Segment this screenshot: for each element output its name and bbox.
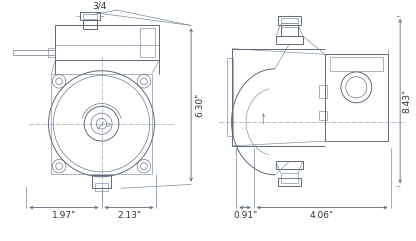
Bar: [140, 28, 156, 57]
Bar: [281, 173, 298, 178]
Bar: [52, 74, 151, 174]
Bar: [278, 178, 301, 186]
Text: 4.06": 4.06": [310, 211, 334, 220]
Bar: [278, 16, 301, 25]
Bar: [276, 161, 303, 169]
Bar: [83, 20, 97, 29]
Bar: [55, 26, 159, 60]
Bar: [276, 36, 303, 44]
Text: Ø: Ø: [105, 123, 110, 128]
Bar: [281, 23, 298, 27]
Text: 0.91": 0.91": [233, 211, 257, 220]
Text: 8.43": 8.43": [402, 89, 411, 113]
Text: 6.30": 6.30": [195, 93, 204, 117]
Bar: [281, 25, 298, 36]
Bar: [319, 85, 327, 98]
Bar: [92, 175, 111, 188]
Bar: [325, 54, 388, 141]
Bar: [95, 182, 108, 191]
Bar: [281, 18, 298, 23]
Bar: [47, 48, 55, 57]
Bar: [330, 57, 383, 71]
Bar: [319, 111, 327, 120]
Bar: [281, 178, 298, 182]
Text: 3/4: 3/4: [92, 1, 106, 10]
Text: 1.97": 1.97": [52, 211, 76, 220]
Bar: [83, 14, 97, 19]
Text: 2.13": 2.13": [117, 211, 141, 220]
Bar: [80, 12, 99, 20]
Bar: [227, 58, 233, 136]
